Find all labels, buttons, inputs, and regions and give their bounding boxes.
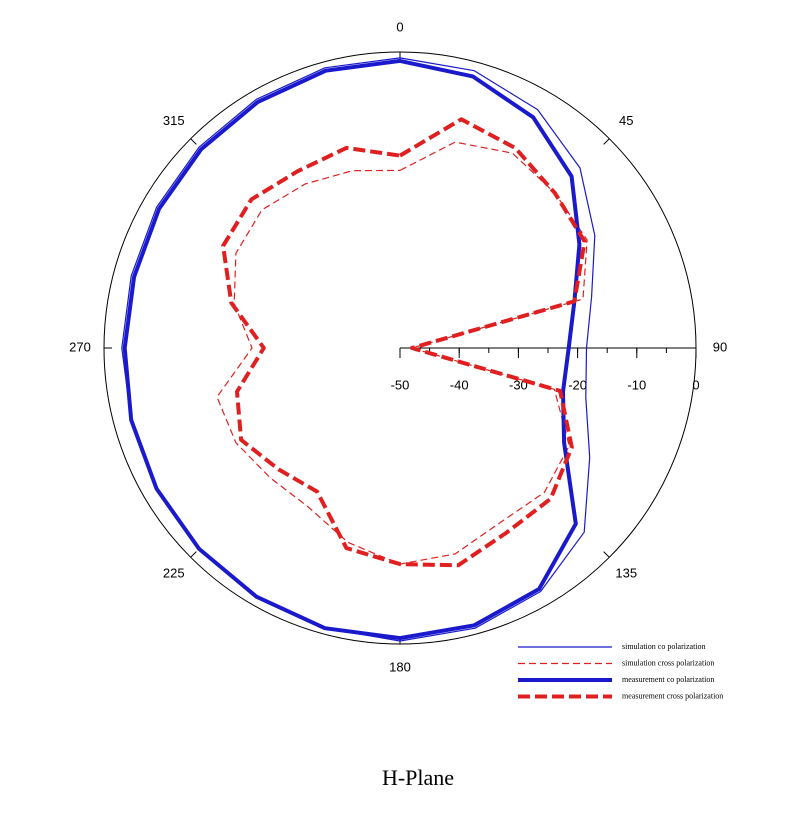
- series-line: [121, 57, 596, 642]
- angle-tick-label: 0: [396, 19, 403, 34]
- radial-tick-label: -10: [627, 377, 646, 392]
- radial-tick-label: -40: [450, 377, 469, 392]
- angle-tick-label: 315: [163, 113, 185, 128]
- angle-tick-label: 270: [69, 339, 91, 354]
- angle-tick: [190, 138, 197, 145]
- legend-label: measurement cross polarization: [622, 691, 723, 700]
- legend-label: simulation co polarization: [622, 642, 706, 651]
- legend-label: measurement co polarization: [622, 675, 714, 684]
- angle-tick-label: 180: [389, 659, 411, 674]
- angle-tick-label: 225: [163, 566, 185, 581]
- radial-tick-label: 0: [692, 377, 699, 392]
- chart-title: H-Plane: [382, 765, 454, 790]
- radial-tick-label: -50: [391, 377, 410, 392]
- radial-tick-label: -20: [568, 377, 587, 392]
- angle-tick: [190, 551, 197, 558]
- angle-tick-label: 90: [713, 339, 727, 354]
- angle-tick-label: 135: [615, 566, 637, 581]
- legend-label: simulation cross polarization: [622, 658, 714, 667]
- series-line: [122, 58, 582, 641]
- angle-tick: [603, 551, 610, 558]
- series-line: [216, 141, 588, 565]
- series-line: [221, 117, 587, 568]
- angle-tick-label: 45: [619, 113, 633, 128]
- angle-tick: [603, 138, 610, 145]
